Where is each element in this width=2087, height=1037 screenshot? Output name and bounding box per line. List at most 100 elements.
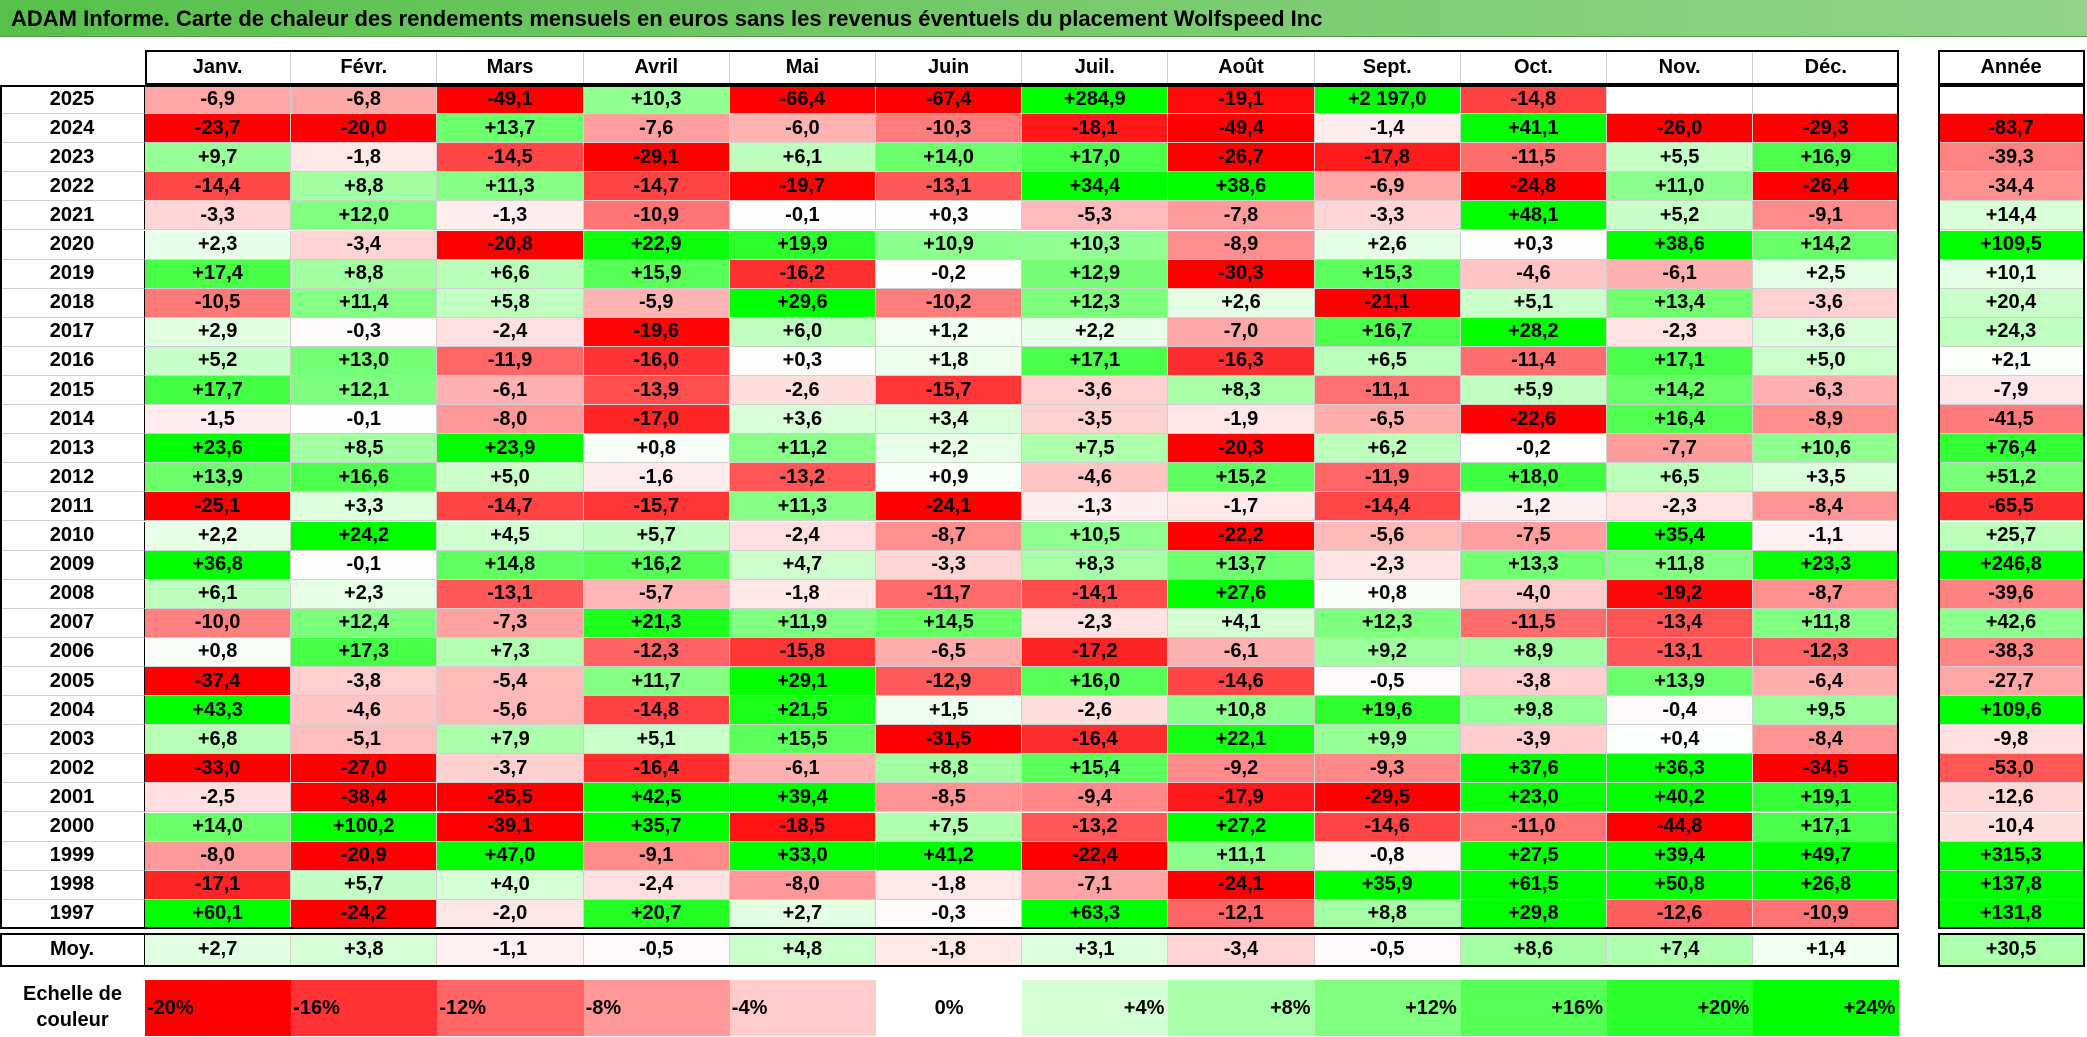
heatmap-cell: -6,1 [437, 376, 584, 406]
heatmap-cell: -39,1 [437, 812, 584, 842]
month-header: Juin [876, 50, 1023, 85]
annual-cell: +20,4 [1938, 288, 2085, 318]
heatmap-cell: +21,5 [729, 696, 876, 726]
heatmap-cell: -1,1 [1753, 521, 1900, 551]
year-header: Année [1938, 50, 2085, 85]
row-year-label: 2003 [0, 725, 145, 755]
heatmap-cell: -23,7 [145, 114, 292, 144]
heatmap-cell: +2,3 [291, 579, 438, 609]
heatmap-cell: +16,0 [1022, 667, 1169, 697]
heatmap-cell: -2,3 [1607, 492, 1754, 522]
average-cell: -1,1 [437, 932, 584, 967]
heatmap-cell: +19,6 [1314, 696, 1461, 726]
heatmap-cell: -7,8 [1168, 201, 1315, 231]
heatmap-cell: +40,2 [1607, 783, 1754, 813]
heatmap-cell: +2,3 [145, 230, 292, 260]
heatmap-cell: -24,2 [291, 899, 438, 929]
heatmap-cell: -6,9 [1314, 172, 1461, 202]
heatmap-cell: -12,1 [1168, 899, 1315, 929]
heatmap-cell: -2,3 [1022, 608, 1169, 638]
heatmap-cell: -8,7 [1753, 579, 1900, 609]
heatmap-cell: -22,4 [1022, 841, 1169, 871]
heatmap-cell: -20,0 [291, 114, 438, 144]
color-scale-swatch: +20% [1607, 980, 1754, 1036]
heatmap-cell: +5,5 [1607, 143, 1754, 173]
heatmap-cell: +3,6 [729, 405, 876, 435]
heatmap-cell: -18,5 [729, 812, 876, 842]
heatmap-cell: +8,3 [1022, 550, 1169, 580]
heatmap-cell: +0,8 [145, 637, 292, 667]
heatmap-cell: +19,9 [729, 230, 876, 260]
heatmap-cell: -6,3 [1753, 376, 1900, 406]
heatmap-cell: +0,8 [583, 434, 730, 464]
heatmap-cell: +9,9 [1314, 725, 1461, 755]
annual-cell: -7,9 [1938, 376, 2085, 406]
color-scale-swatch: +4% [1022, 980, 1169, 1036]
heatmap-cell: +9,2 [1314, 637, 1461, 667]
heatmap-cell: -17,2 [1022, 637, 1169, 667]
heatmap-cell: -6,1 [729, 754, 876, 784]
heatmap-cell: -10,2 [876, 288, 1023, 318]
heatmap-cell: +37,6 [1460, 754, 1607, 784]
heatmap-cell: +34,4 [1022, 172, 1169, 202]
heatmap-cell: +15,4 [1022, 754, 1169, 784]
heatmap-cell: +11,0 [1607, 172, 1754, 202]
row-year-label: 1998 [0, 870, 145, 900]
heatmap-cell [1607, 85, 1754, 115]
heatmap-cell: +23,6 [145, 434, 292, 464]
row-year-label: 2016 [0, 346, 145, 376]
heatmap-cell: -6,9 [145, 85, 292, 115]
heatmap-cell: +6,8 [145, 725, 292, 755]
heatmap-cell: -0,8 [1314, 841, 1461, 871]
heatmap-cell: +3,6 [1753, 317, 1900, 347]
month-header: Août [1168, 50, 1315, 85]
heatmap-cell: +1,2 [876, 317, 1023, 347]
heatmap-cell: -4,6 [291, 696, 438, 726]
annual-cell: -27,7 [1938, 667, 2085, 697]
color-scale-swatch: +8% [1168, 980, 1315, 1036]
heatmap-cell: +12,0 [291, 201, 438, 231]
heatmap-cell: +14,5 [876, 608, 1023, 638]
heatmap-cell: +49,7 [1753, 841, 1900, 871]
heatmap-cell: -0,4 [1607, 696, 1754, 726]
heatmap-cell: +10,5 [1022, 521, 1169, 551]
heatmap-cell: +100,2 [291, 812, 438, 842]
heatmap-cell: -8,4 [1753, 725, 1900, 755]
heatmap-cell: +14,0 [876, 143, 1023, 173]
heatmap-cell: -26,4 [1753, 172, 1900, 202]
heatmap-cell: +35,4 [1607, 521, 1754, 551]
heatmap-cell: -6,5 [876, 637, 1023, 667]
annual-cell: -53,0 [1938, 754, 2085, 784]
heatmap-cell: -31,5 [876, 725, 1023, 755]
heatmap-cell: -11,7 [876, 579, 1023, 609]
heatmap-cell: +16,2 [583, 550, 730, 580]
heatmap-cell: +0,3 [729, 346, 876, 376]
heatmap-cell: -14,6 [1314, 812, 1461, 842]
heatmap-cell: -16,3 [1168, 346, 1315, 376]
heatmap-cell: -49,1 [437, 85, 584, 115]
heatmap-cell: +14,8 [437, 550, 584, 580]
color-scale-swatch: +12% [1314, 980, 1461, 1036]
average-cell: -0,5 [583, 932, 730, 967]
heatmap-cell: -13,2 [1022, 812, 1169, 842]
heatmap-cell: +5,8 [437, 288, 584, 318]
heatmap-cell: +28,2 [1460, 317, 1607, 347]
heatmap-cell: -9,1 [583, 841, 730, 871]
heatmap-cell: +60,1 [145, 899, 292, 929]
heatmap-cell: -4,0 [1460, 579, 1607, 609]
row-year-label: 2013 [0, 434, 145, 464]
heatmap-cell: +2 197,0 [1314, 85, 1461, 115]
heatmap-cell: -11,0 [1460, 812, 1607, 842]
heatmap-cell: +10,3 [583, 85, 730, 115]
heatmap-cell [1753, 85, 1900, 115]
heatmap-cell: +6,5 [1607, 463, 1754, 493]
heatmap-cell: -6,8 [291, 85, 438, 115]
heatmap-cell: -13,4 [1607, 608, 1754, 638]
heatmap-cell: -5,1 [291, 725, 438, 755]
heatmap-cell: +33,0 [729, 841, 876, 871]
heatmap-cell: +13,0 [291, 346, 438, 376]
heatmap-cell: -5,9 [583, 288, 730, 318]
heatmap-cell: -24,1 [876, 492, 1023, 522]
heatmap-cell: -1,9 [1168, 405, 1315, 435]
heatmap-cell: +7,3 [437, 637, 584, 667]
